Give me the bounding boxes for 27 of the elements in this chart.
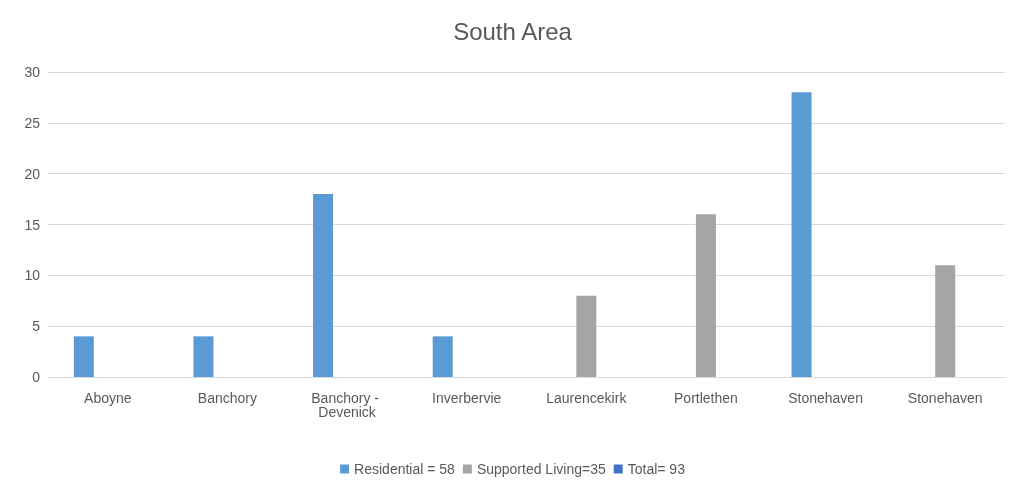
y-tick-label: 15 <box>24 216 41 233</box>
legend-label: Residential = 58 <box>354 461 456 477</box>
x-tick-label: Inverbervie <box>432 390 502 406</box>
x-tick-label: Portlethen <box>674 390 738 406</box>
x-tick-label: Banchory - Devenick <box>311 390 383 420</box>
x-tick-label: Banchory <box>197 390 258 406</box>
bar <box>695 214 716 377</box>
x-tick-label: Aboyne <box>84 390 132 406</box>
x-tick-label: Stonehaven <box>907 390 983 406</box>
y-tick-label: 5 <box>32 318 41 335</box>
x-tick-label: Laurencekirk <box>546 390 628 406</box>
bar <box>432 336 453 377</box>
y-tick-label: 20 <box>24 165 41 182</box>
y-tick-label: 30 <box>24 64 41 80</box>
bar <box>313 194 334 377</box>
legend-label: Supported Living=35 <box>476 461 606 477</box>
y-tick-label: 0 <box>32 369 41 385</box>
chart-title: South Area <box>453 17 573 45</box>
bar <box>576 295 597 377</box>
y-tick-label: 10 <box>24 267 41 284</box>
bar <box>193 336 214 377</box>
bar <box>935 265 956 377</box>
legend-label: Total= 93 <box>627 461 686 477</box>
x-tick-label: Stonehaven <box>788 390 863 406</box>
y-tick-label: 25 <box>24 114 41 131</box>
bar <box>73 336 94 377</box>
bar <box>791 92 812 377</box>
